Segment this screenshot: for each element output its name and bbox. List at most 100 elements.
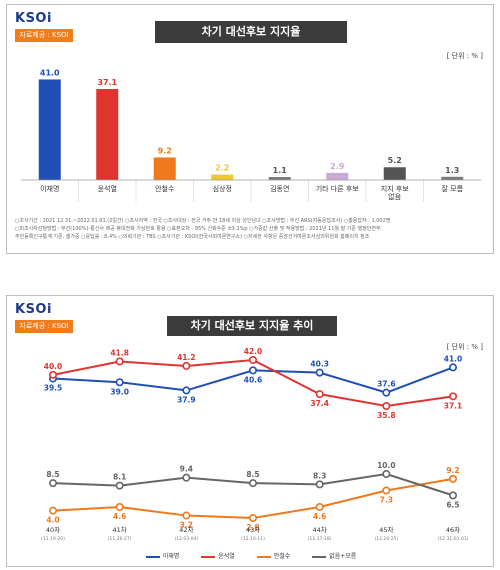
chart-legend: 이재명 윤석열 안철수 없음+모름 (7, 551, 495, 560)
survey-footnote: ○조사기간 : 2021.12.31.~2022.01.01.(2일간) ○조사… (15, 217, 483, 241)
data-point (448, 491, 457, 500)
category-label: 윤석열 (98, 184, 117, 193)
data-point (182, 386, 191, 395)
x-tick-date: (12.17-18) (308, 536, 332, 542)
data-label: 8.3 (313, 471, 326, 480)
bar (326, 172, 349, 180)
x-tick-date: (11.19-20) (41, 536, 65, 542)
data-point (115, 357, 124, 366)
legend-item: 없음+모름 (312, 551, 356, 560)
category-label: 안철수 (155, 184, 175, 193)
x-tick-date: (12.31-01.01) (438, 536, 469, 542)
bar (268, 177, 291, 180)
category-label: 잘 모름 (441, 185, 463, 193)
category-label: 기타 다른 후보 (316, 184, 360, 193)
data-label: 37.1 (444, 401, 463, 410)
bar (38, 79, 61, 180)
data-label: 4.6 (113, 512, 126, 521)
data-label: 4.6 (313, 512, 326, 521)
data-label: 40.0 (44, 362, 63, 371)
data-point (182, 361, 191, 370)
x-tick-date: (11.26-27) (108, 536, 132, 542)
data-point (382, 470, 391, 479)
category-label: 김동연 (270, 185, 289, 193)
data-point (115, 503, 124, 512)
bar (383, 167, 406, 180)
data-point (315, 390, 324, 399)
line-chart-panel: KSOi 한국사회여론연구소 자료제공 : KSOI 차기 대선후보 지지율 추… (6, 295, 494, 567)
data-label: 39.0 (110, 387, 129, 396)
data-label: 42.0 (244, 347, 263, 356)
data-label: 9.2 (446, 466, 459, 475)
data-label: 37.4 (310, 399, 329, 408)
data-point (249, 514, 258, 523)
bar (96, 89, 119, 180)
category-label: 지지 후보 (381, 184, 410, 193)
data-point (182, 511, 191, 520)
data-point (48, 479, 57, 488)
legend-item: 안철수 (256, 551, 291, 560)
data-point (48, 506, 57, 515)
source-tag: 자료제공 : KSOI (15, 320, 73, 333)
bar-chart: 41.0 이재명 37.1 윤석열 9.2 안철수 2.2 심상정 1.1 김동연 2.9 기타 다른… (21, 68, 481, 202)
bar (441, 176, 464, 180)
bar-chart-panel: KSOi 한국사회여론연구소 자료제공 : KSOI 차기 대선후보 지지율 [… (6, 4, 494, 254)
data-point (182, 473, 191, 482)
data-label: 37.6 (377, 380, 396, 389)
x-tick-label: 45차 (379, 525, 393, 534)
data-label: 8.1 (113, 473, 126, 482)
legend-label: 없음+모름 (329, 553, 357, 560)
x-tick-label: 40차 (46, 525, 60, 534)
bar-value-label: 37.1 (97, 78, 117, 87)
chart-title: 차기 대선후보 지지율 (155, 21, 347, 43)
logo-text: KSOi (15, 11, 52, 26)
data-label: 41.8 (110, 348, 129, 357)
data-label: 7.3 (380, 496, 393, 505)
bar-value-label: 5.2 (388, 156, 402, 165)
data-point (115, 378, 124, 387)
data-label: 41.2 (177, 353, 196, 362)
legend-item: 윤석열 (201, 551, 235, 560)
data-point (382, 388, 391, 397)
data-label: 4.0 (46, 516, 59, 525)
data-point (249, 355, 258, 364)
data-label: 10.0 (377, 461, 396, 470)
source-tag: 자료제공 : KSOI (15, 29, 73, 42)
legend-label: 이재명 (162, 553, 180, 560)
category-label: 심상정 (213, 184, 232, 193)
unit-label: [ 단위 : % ] (446, 343, 483, 351)
category-label: 이재명 (40, 184, 59, 193)
x-tick-label: 41차 (113, 525, 127, 534)
bar-value-label: 41.0 (40, 68, 60, 77)
data-point (115, 481, 124, 490)
bar-value-label: 9.2 (158, 146, 172, 155)
unit-label: [ 단위 : % ] (446, 52, 483, 60)
bar (153, 157, 176, 180)
logo-text: KSOi (15, 302, 52, 317)
bar-value-label: 2.9 (330, 162, 345, 171)
data-label: 8.5 (46, 470, 59, 479)
x-tick-label: 43차 (246, 525, 260, 534)
footnote-line: 주민등록인구통계 기준, 셀가중 ○응답률 : 8.4% ○의뢰기관 : TBS… (15, 234, 370, 240)
footnote-line: ○조사기간 : 2021.12.31.~2022.01.01.(2일간) ○조사… (15, 218, 391, 224)
bar-value-label: 2.2 (215, 164, 229, 173)
data-point (48, 370, 57, 379)
legend-label: 윤석열 (218, 553, 235, 560)
line-chart: 39.5 39.0 37.9 40.6 40.3 37.6 41.0 40.0 41.8 41.2… (41, 347, 469, 542)
category-label: 없음 (388, 193, 401, 201)
x-tick-label: 46차 (446, 525, 460, 534)
chart-title: 차기 대선후보 지지율 추이 (167, 316, 337, 336)
data-point (382, 486, 391, 495)
data-point (382, 402, 391, 411)
data-label: 9.4 (180, 465, 193, 474)
x-tick-label: 44차 (313, 525, 327, 534)
data-point (249, 479, 258, 488)
x-tick-date: (12.03-04) (174, 536, 198, 542)
footnote-line: ○피조사자선정방법 : 무선(100%)-통신사 제공 휴대전화 가상번호 활용… (15, 226, 381, 232)
data-label: 40.3 (310, 360, 329, 369)
data-point (315, 480, 324, 489)
data-label: 6.5 (446, 500, 459, 509)
data-point (315, 368, 324, 377)
data-point (315, 503, 324, 512)
legend-label: 안철수 (273, 553, 291, 560)
